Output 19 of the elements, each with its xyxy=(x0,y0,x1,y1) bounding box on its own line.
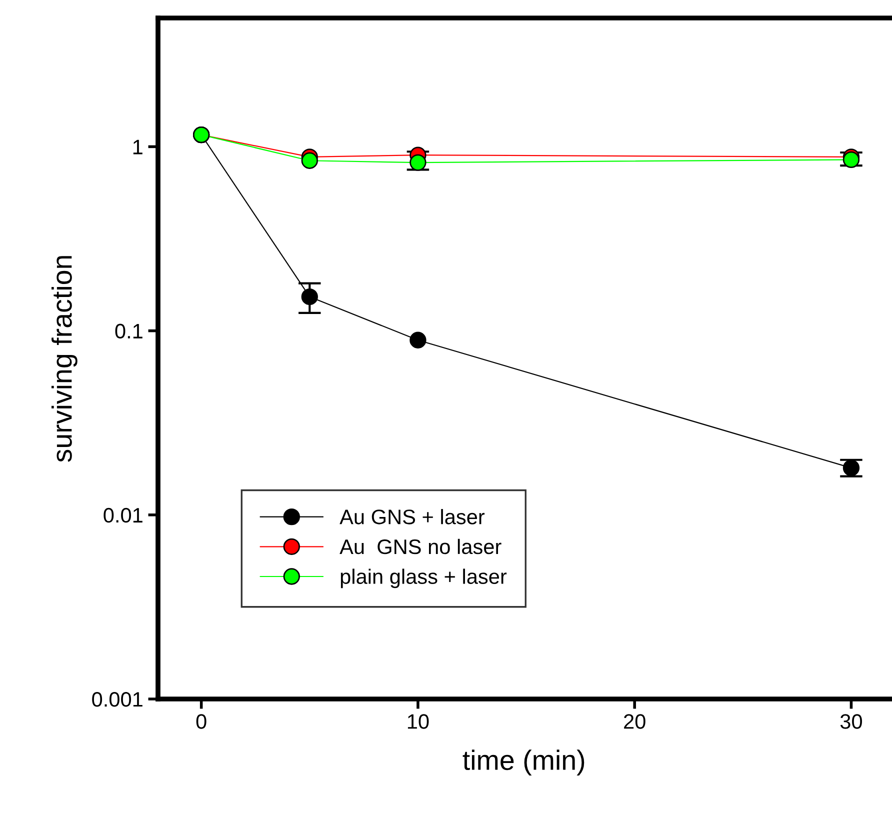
x-axis-title: time (min) xyxy=(462,750,584,776)
x-tick-label: 20 xyxy=(624,714,646,729)
x-tick-label: 0 xyxy=(196,714,206,729)
point xyxy=(410,332,426,348)
y-tick-label: 0.01 xyxy=(104,508,142,523)
legend-label: plain glass + laser xyxy=(340,568,507,588)
point xyxy=(410,154,426,171)
y-tick-label: 0.1 xyxy=(115,324,142,339)
y-tick-label: 1 xyxy=(133,140,142,154)
legend-label: Au GNS + laser xyxy=(340,509,485,524)
point xyxy=(842,460,860,476)
x-tick-label: 10 xyxy=(408,714,429,729)
point xyxy=(301,288,318,306)
legend-label: Au GNS no laser xyxy=(340,538,502,554)
point xyxy=(842,151,860,168)
y-tick-label: 0.001 xyxy=(92,692,142,707)
y-axis-title: surviving fraction xyxy=(52,256,78,462)
x-tick-label: 30 xyxy=(840,714,862,729)
point xyxy=(301,152,318,169)
